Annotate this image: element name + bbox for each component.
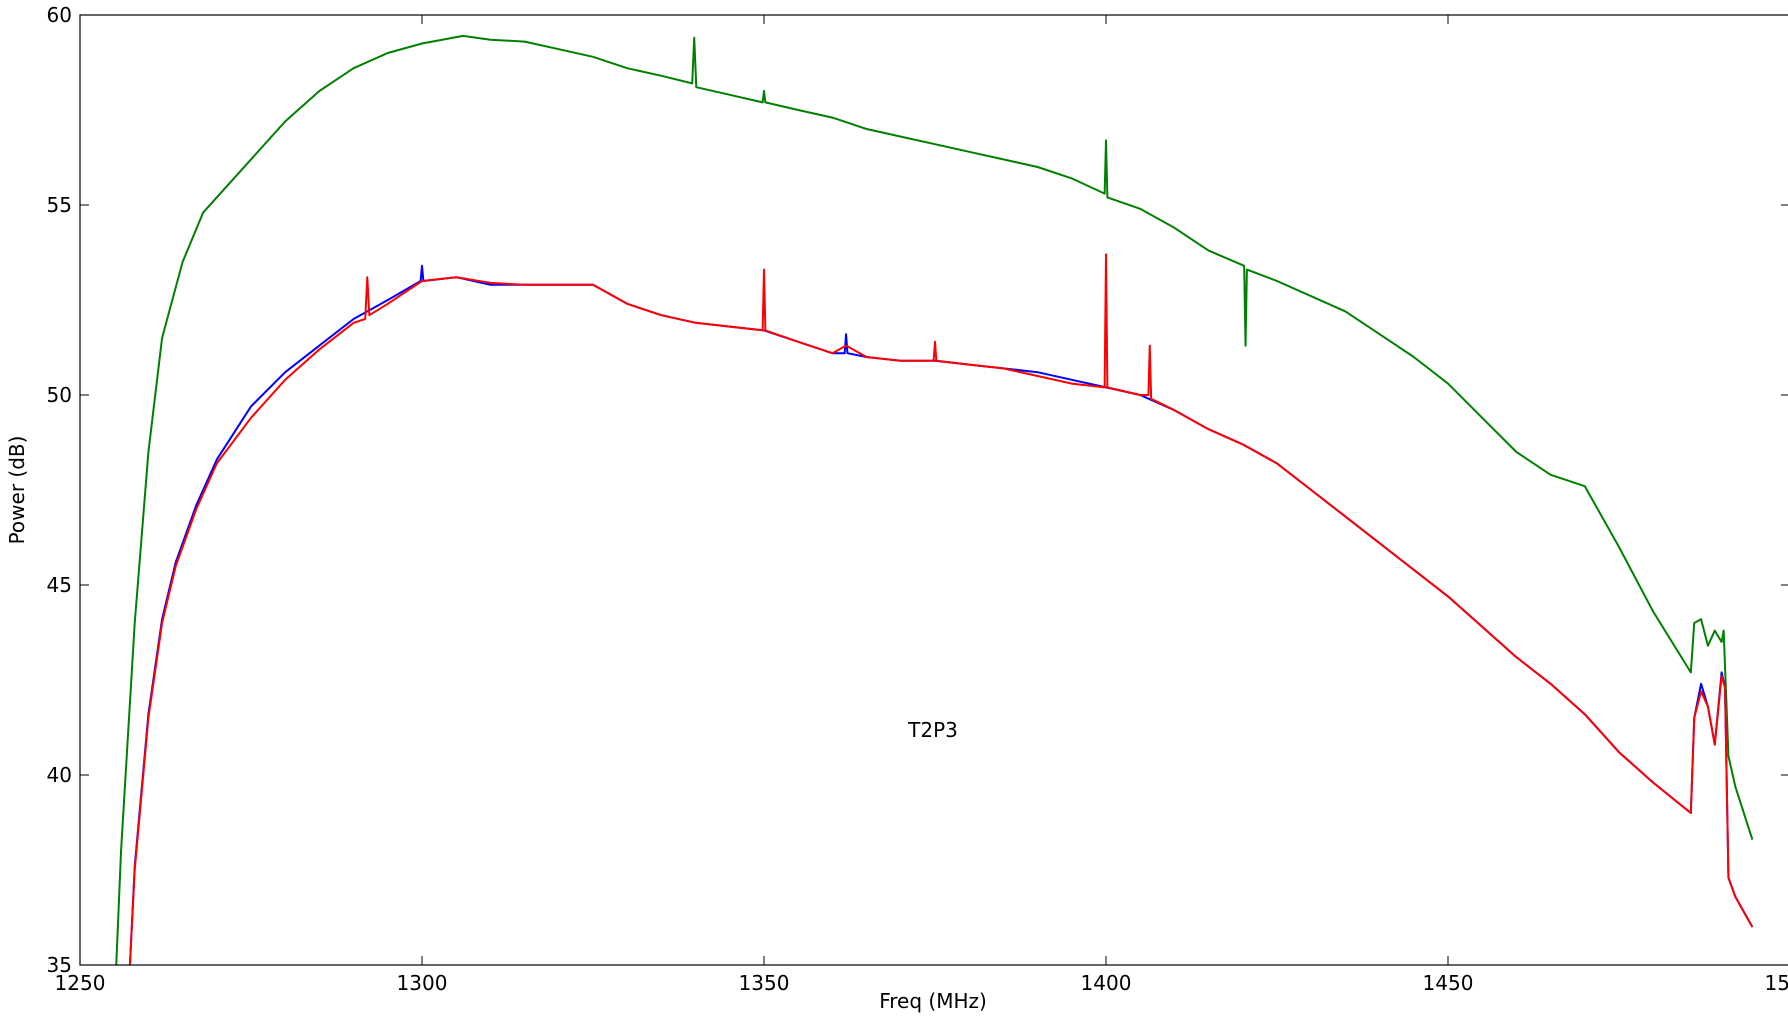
x-tick-label: 1250	[55, 971, 106, 995]
series-line	[115, 34, 1754, 965]
y-tick-label: 35	[47, 953, 72, 977]
x-tick-label: 1300	[397, 971, 448, 995]
plot-frame	[79, 14, 1788, 966]
x-tick-label: 1350	[739, 971, 790, 995]
y-tick-label: 60	[47, 3, 72, 27]
x-tick-label: 1400	[1081, 971, 1132, 995]
y-axis-label: Power (dB)	[5, 436, 29, 545]
y-tick-label: 50	[47, 383, 72, 407]
annotation: T2P3	[907, 718, 958, 742]
x-tick-label: 1500	[1765, 971, 1788, 995]
y-tick-label: 40	[47, 763, 72, 787]
x-tick-label: 1450	[1423, 971, 1474, 995]
series-line	[128, 253, 1754, 965]
y-tick-label: 45	[47, 573, 72, 597]
x-axis-label: Freq (MHz)	[879, 989, 987, 1013]
y-tick-label: 55	[47, 193, 72, 217]
series-line	[128, 264, 1754, 965]
